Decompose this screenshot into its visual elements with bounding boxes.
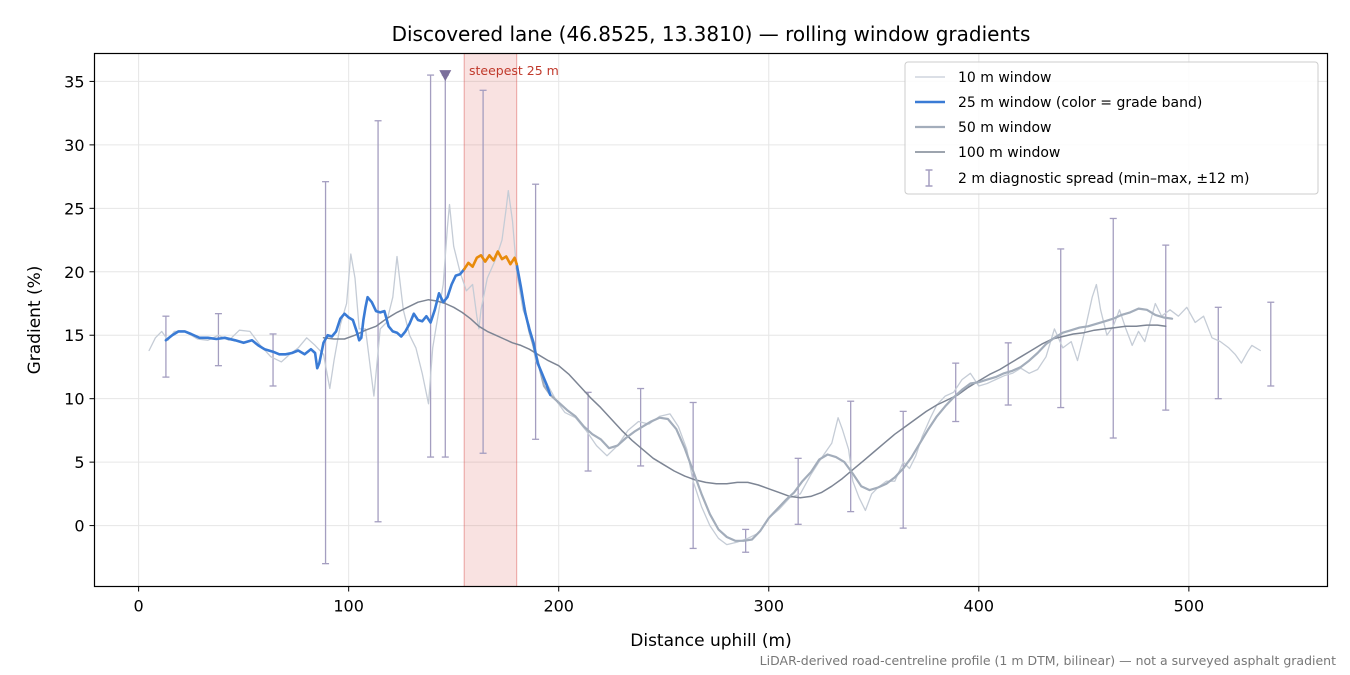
x-tick-label: 200 bbox=[543, 597, 574, 616]
spread-bar bbox=[532, 183, 540, 440]
y-tick-label: 5 bbox=[74, 453, 84, 472]
series-line-10m bbox=[148, 189, 1261, 546]
x-tick-label: 300 bbox=[753, 597, 784, 616]
steepest-marker bbox=[439, 70, 452, 82]
y-tick-label: 15 bbox=[64, 326, 84, 345]
y-tick-label: 0 bbox=[74, 517, 84, 536]
x-axis-title: Distance uphill (m) bbox=[630, 631, 791, 651]
spread-bar bbox=[427, 74, 435, 458]
series-line-50m bbox=[515, 266, 1174, 542]
legend-label-50m: 50 m window bbox=[958, 120, 1051, 136]
legend-label-25m: 25 m window (color = grade band) bbox=[958, 95, 1202, 111]
spread-bar bbox=[162, 315, 170, 378]
spread-bar bbox=[322, 181, 330, 565]
legend-spread-glyph bbox=[925, 169, 933, 187]
spread-bar bbox=[952, 362, 960, 423]
y-tick-label: 35 bbox=[64, 72, 84, 91]
chart-title: Discovered lane (46.8525, 13.3810) — rol… bbox=[392, 22, 1031, 46]
spread-bar bbox=[794, 457, 802, 525]
series-line-100m bbox=[322, 298, 1167, 499]
spread-bar bbox=[1057, 248, 1065, 409]
spread-bar bbox=[1162, 244, 1170, 411]
series-line-25m bbox=[515, 262, 552, 397]
legend-label-100m: 100 m window bbox=[958, 145, 1060, 161]
x-tick-label: 500 bbox=[1174, 597, 1205, 616]
series-lines bbox=[148, 189, 1261, 546]
spread-bar bbox=[269, 333, 277, 387]
y-tick-label: 20 bbox=[64, 263, 84, 282]
plot-frame bbox=[93, 52, 1329, 588]
series-line-25m-steep bbox=[462, 250, 518, 271]
axis-ticks: 0 100 200 300 400 500 0 5 10 15 20 25 30 35 bbox=[64, 72, 1204, 615]
diagnostic-spread-bars bbox=[162, 74, 1275, 565]
y-tick-label: 10 bbox=[64, 390, 84, 409]
spread-bar bbox=[479, 89, 487, 454]
legend-swatch-spread bbox=[925, 169, 933, 187]
markers bbox=[439, 70, 452, 82]
footnote: LiDAR-derived road-centreline profile (1… bbox=[760, 653, 1336, 668]
y-axis-title: Gradient (%) bbox=[25, 266, 45, 375]
x-tick-label: 100 bbox=[333, 597, 364, 616]
spread-bar bbox=[374, 120, 382, 523]
series-line-25m bbox=[164, 267, 466, 370]
spread-bar bbox=[441, 74, 449, 458]
y-tick-label: 30 bbox=[64, 136, 84, 155]
legend-label-spread: 2 m diagnostic spread (min–max, ±12 m) bbox=[958, 171, 1249, 187]
legend-label-10m: 10 m window bbox=[958, 70, 1051, 86]
spread-bar bbox=[689, 401, 697, 550]
spread-bar bbox=[1214, 306, 1222, 400]
x-tick-label: 0 bbox=[134, 597, 144, 616]
y-tick-label: 25 bbox=[64, 199, 84, 218]
spread-bar bbox=[847, 400, 855, 513]
steepest-annotation: steepest 25 m bbox=[469, 63, 559, 78]
legend: 10 m window 25 m window (color = grade b… bbox=[904, 61, 1319, 195]
x-tick-label: 400 bbox=[964, 597, 995, 616]
legend-box bbox=[904, 61, 1319, 195]
spread-bar bbox=[1267, 301, 1275, 387]
